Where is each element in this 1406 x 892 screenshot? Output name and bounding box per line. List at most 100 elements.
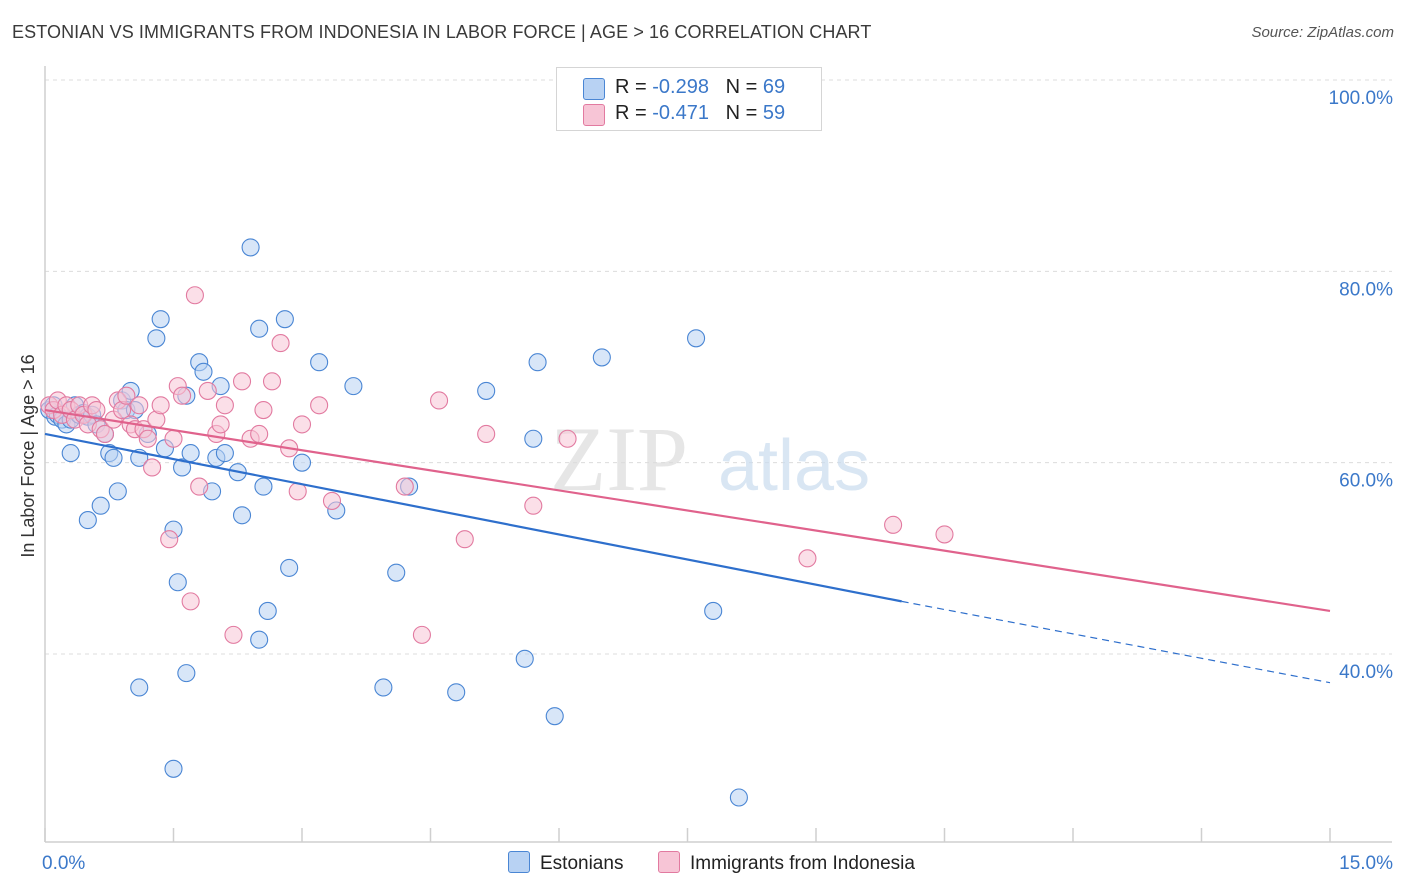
bottom-legend-swatch-pink	[658, 851, 680, 873]
legend-n-value: 59	[762, 102, 786, 124]
estonians-point	[545, 707, 564, 726]
estonians-point	[387, 563, 406, 582]
source-label: Source: ZipAtlas.com	[1251, 24, 1394, 41]
estonians-point	[91, 496, 110, 515]
estonians-point	[173, 458, 192, 477]
estonians-point	[310, 353, 329, 372]
indonesia-point	[198, 381, 217, 400]
indonesia-point	[143, 458, 162, 477]
indonesia-point	[322, 491, 342, 510]
estonians-point	[177, 664, 196, 683]
y-tick-label: 40.0%	[1339, 662, 1393, 683]
indonesia-point	[884, 515, 903, 534]
estonians-point	[447, 683, 466, 702]
indonesia-point	[310, 396, 329, 415]
indonesia-point	[181, 592, 200, 611]
estonians-point	[275, 310, 294, 329]
estonians-point	[704, 601, 723, 621]
estonians-point	[108, 482, 127, 501]
series-estonians-points	[40, 238, 748, 807]
bottom-legend-swatch-blue	[508, 851, 530, 873]
y-tick-label: 100.0%	[1329, 88, 1394, 109]
y-tick-label: 80.0%	[1339, 279, 1393, 300]
indonesia-point	[95, 424, 115, 444]
estonians-point	[104, 448, 123, 467]
indonesia-point	[430, 391, 449, 410]
indonesia-point	[271, 334, 290, 353]
y-axis-label: In Labor Force | Age > 16	[18, 354, 38, 557]
legend-swatch-blue	[583, 78, 605, 100]
indonesia-point	[412, 625, 431, 644]
watermark-zip: ZIP	[550, 408, 688, 510]
estonians-point	[164, 759, 183, 778]
estonians-point	[232, 506, 252, 525]
legend-n-value: 69	[762, 76, 786, 98]
legend-swatch-pink	[583, 104, 605, 126]
legend-r-label: R =	[615, 76, 653, 98]
indonesia-point	[224, 625, 243, 644]
estonians-point	[528, 353, 547, 372]
indonesia-point	[250, 424, 269, 444]
indonesia-point	[477, 424, 496, 444]
indonesia-point	[211, 415, 230, 434]
estonians-point	[215, 444, 234, 463]
estonians-point	[78, 511, 97, 530]
indonesia-point	[395, 477, 414, 496]
legend-r-value: -0.471	[652, 102, 709, 124]
estonians-point	[524, 429, 543, 448]
estonians-point	[515, 649, 534, 668]
indonesia-point	[185, 286, 204, 305]
legend: R = -0.298 N = 69 R = -0.471 N = 59	[556, 67, 822, 131]
estonians-point	[168, 573, 187, 592]
estonians-point	[194, 362, 213, 381]
bottom-legend-indonesia: Immigrants from Indonesia	[658, 851, 915, 875]
estonians-point	[151, 310, 170, 329]
tick-labels: 40.0% 60.0% 80.0% 100.0% 0.0% 15.0%	[42, 88, 1393, 874]
x-tick-label: 0.0%	[42, 853, 85, 874]
estonians-point	[61, 444, 80, 463]
chart-title: ESTONIAN VS IMMIGRANTS FROM INDONESIA IN…	[12, 22, 872, 42]
indonesia-point	[151, 396, 170, 415]
indonesia-point	[232, 372, 252, 391]
estonians-point	[292, 453, 312, 472]
watermark-atlas: atlas	[718, 426, 870, 506]
legend-n-label: N =	[725, 76, 763, 98]
indonesia-point	[160, 530, 179, 549]
estonians-point	[147, 329, 166, 348]
estonians-point	[280, 558, 299, 577]
estonians-point	[250, 319, 269, 338]
indonesia-point	[173, 386, 192, 405]
indonesia-point	[190, 477, 209, 496]
estonians-point	[181, 444, 200, 463]
axes	[44, 66, 1392, 843]
indonesia-point	[130, 396, 149, 415]
estonians-point	[258, 601, 277, 621]
trend-lines	[44, 408, 1331, 684]
x-tick-label: 15.0%	[1339, 853, 1393, 874]
legend-r-label: R =	[615, 102, 653, 124]
indonesia-point	[254, 400, 273, 420]
trend-line-estonians	[44, 432, 902, 603]
indonesia-point	[164, 429, 183, 448]
bottom-legend-label-indonesia: Immigrants from Indonesia	[690, 853, 915, 874]
indonesia-point	[935, 525, 954, 544]
estonians-point	[254, 477, 273, 496]
trend-line-indonesia	[44, 408, 1331, 613]
indonesia-point	[87, 400, 106, 420]
indonesia-point	[292, 415, 312, 434]
estonians-point	[374, 678, 393, 697]
grid-lines	[45, 79, 1392, 655]
estonians-point	[592, 348, 611, 367]
indonesia-point	[215, 396, 234, 415]
estonians-point	[250, 630, 269, 649]
series-indonesia-points	[40, 286, 954, 644]
y-tick-label: 60.0%	[1339, 471, 1393, 492]
indonesia-point	[524, 496, 543, 515]
bottom-legend-label-estonians: Estonians	[540, 853, 624, 874]
indonesia-point	[138, 429, 157, 448]
estonians-point	[130, 678, 149, 697]
estonians-point	[477, 381, 496, 400]
indonesia-point	[558, 429, 577, 448]
trend-line-estonians-extension	[901, 600, 1331, 684]
